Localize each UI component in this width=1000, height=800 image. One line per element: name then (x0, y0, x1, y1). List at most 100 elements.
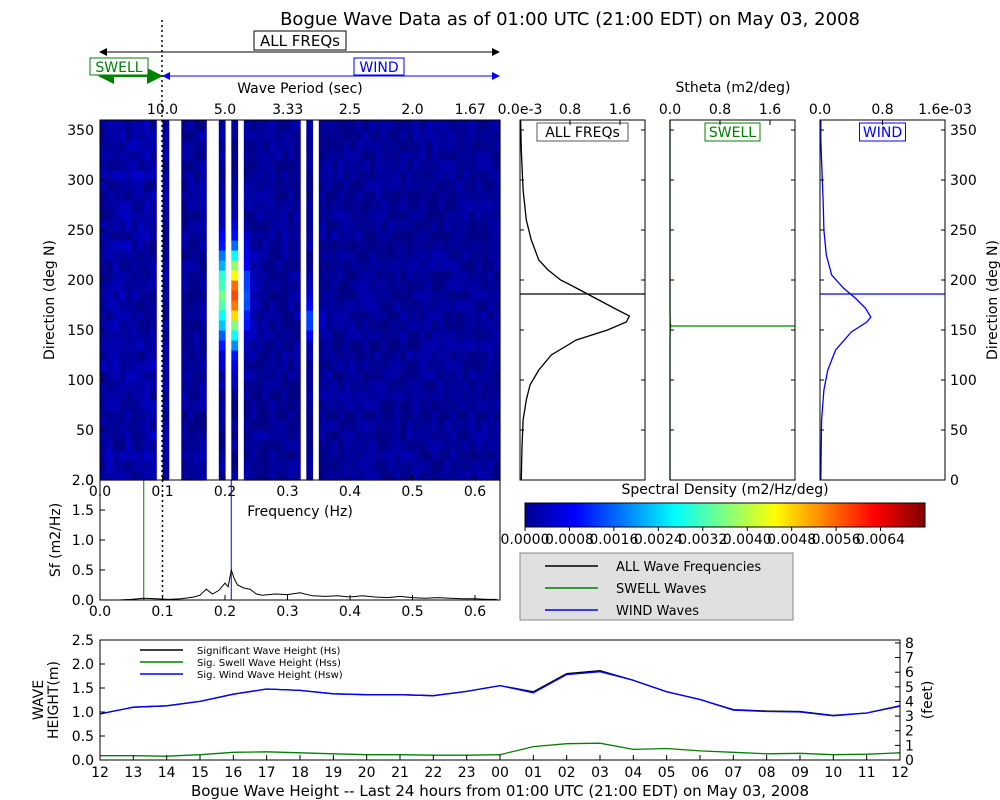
heatmap-cell (231, 470, 239, 481)
heatmap-cell (368, 420, 376, 431)
heatmap-cell (481, 190, 489, 201)
heatmap-cell (437, 320, 445, 331)
heatmap-cell (200, 170, 207, 181)
heatmap-cell (393, 320, 401, 331)
heatmap-cell (450, 410, 457, 421)
heatmap-cell (356, 130, 364, 141)
heatmap-cell (181, 260, 189, 271)
heatmap-cell (293, 410, 301, 421)
heatmap-cell (400, 370, 407, 381)
heatmap-cell (131, 460, 139, 471)
heatmap-cell (362, 200, 370, 211)
heatmap-cell (387, 430, 395, 441)
heatmap-cell (287, 120, 295, 131)
heatmap-cell (437, 210, 445, 221)
heatmap-cell (231, 200, 239, 211)
heatmap-cell (281, 260, 289, 271)
heatmap-cell (218, 190, 226, 201)
heatmap-cell (468, 170, 476, 181)
spectrum-y-tick-label: 1.0 (72, 533, 94, 549)
heatmap-cell (443, 460, 451, 471)
heatmap-cell (162, 390, 170, 401)
wave-height-x-tick-label: 17 (258, 765, 276, 781)
period-tick-label: 5.0 (214, 102, 236, 118)
heatmap-cell (456, 130, 464, 141)
heatmap-cell (137, 270, 145, 281)
heatmap-cell (387, 240, 395, 251)
heatmap-cell (231, 300, 239, 311)
heatmap-cell (325, 360, 332, 371)
heatmap-cell (406, 170, 414, 181)
heatmap-cell (306, 340, 314, 351)
heatmap-cell (150, 380, 157, 391)
heatmap-cell (143, 270, 151, 281)
heatmap-cell (462, 170, 470, 181)
colorbar-tick-label: 0.0064 (856, 532, 905, 548)
heatmap-cell (393, 210, 401, 221)
heatmap-cell (356, 320, 364, 331)
heatmap-cell (337, 450, 345, 461)
wave-height-y2-tick-label: 8 (905, 636, 914, 652)
heatmap-cell (343, 250, 351, 261)
heatmap-cell (112, 120, 120, 131)
heatmap-cell (287, 320, 295, 331)
heatmap-cell (100, 130, 107, 141)
heatmap-cell (468, 120, 476, 131)
heatmap-cell (250, 200, 257, 211)
heatmap-cell (406, 340, 414, 351)
heatmap-cell (331, 460, 339, 471)
heatmap-cell (181, 210, 189, 221)
wave-height-plot: 12 13 14 15 16 17 18 19 20 21 22 23 00 01 02 03 04 05 06 07… (72, 633, 914, 781)
heatmap-cell (112, 390, 120, 401)
heatmap-cell (306, 220, 314, 231)
heatmap-cell (293, 280, 301, 291)
heatmap-cell (456, 290, 464, 301)
heatmap-cell (150, 250, 157, 261)
heatmap-cell (443, 230, 451, 241)
heatmap-cell (493, 210, 501, 221)
heatmap-cell (106, 130, 114, 141)
heatmap-cell (306, 460, 314, 471)
heatmap-cell (275, 380, 282, 391)
heatmap-cell (462, 420, 470, 431)
heatmap-cell (287, 440, 295, 451)
wave-height-x-tick-label: 16 (224, 765, 242, 781)
heatmap-cell (275, 300, 282, 311)
heatmap-cell (350, 260, 357, 271)
heatmap-cell (481, 200, 489, 211)
heatmap-cell (431, 370, 439, 381)
stheta-box-label: ALL FREQs (545, 125, 620, 141)
heatmap-cell (437, 260, 445, 271)
heatmap-cell (350, 450, 357, 461)
heatmap-cell (343, 460, 351, 471)
heatmap-cell (162, 340, 170, 351)
heatmap-cell (462, 190, 470, 201)
heatmap-cell (456, 340, 464, 351)
heatmap-cell (325, 180, 332, 191)
heatmap-cell (375, 440, 382, 451)
heatmap-cell (268, 390, 276, 401)
wave-height-x-tick-label: 02 (558, 765, 576, 781)
heatmap-cell (481, 210, 489, 221)
heatmap-cell (200, 280, 207, 291)
heatmap-cell (281, 430, 289, 441)
wave-height-y2-tick-label: 4 (905, 694, 914, 710)
heatmap-cell (443, 140, 451, 151)
heatmap-cell (343, 400, 351, 411)
heatmap-cell (275, 420, 282, 431)
heatmap-cell (468, 400, 476, 411)
heatmap-cell (437, 370, 445, 381)
heatmap-cell (268, 430, 276, 441)
heatmap-cell (118, 130, 126, 141)
heatmap-cell (218, 200, 226, 211)
heatmap-cell (425, 320, 432, 331)
heatmap-cell (306, 210, 314, 221)
heatmap-cell (387, 340, 395, 351)
heatmap-cell (318, 340, 326, 351)
heatmap-cell (462, 350, 470, 361)
heatmap-cell (337, 380, 345, 391)
heatmap-cell (187, 380, 195, 391)
heatmap-cell (243, 140, 251, 151)
all-freqs-box (253, 30, 347, 51)
heatmap-cell (137, 190, 145, 201)
